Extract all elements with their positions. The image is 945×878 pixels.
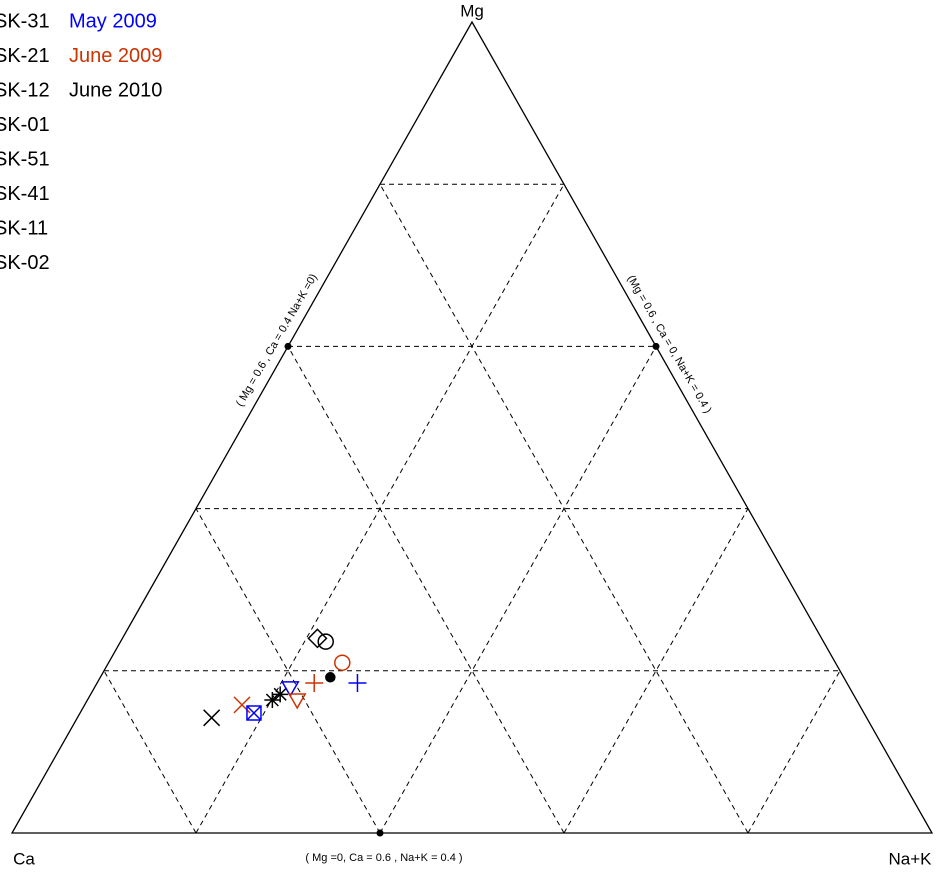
triangle-edge <box>10 20 934 834</box>
reference-label: (Mg = 0.6 , Ca = 0, Na+K = 0.4 ) <box>625 273 714 415</box>
legend-site: SK-01 <box>0 114 50 136</box>
data-point <box>325 672 336 683</box>
legend-site: SK-41 <box>0 183 50 205</box>
legend-site: SK-12 <box>0 79 50 101</box>
vertex-label-left: Ca <box>13 849 35 868</box>
data-point <box>264 691 281 708</box>
data-point <box>203 709 221 727</box>
reference-label: ( Mg =0, Ca = 0.6 , Na+K = 0.4 ) <box>305 852 462 864</box>
data-point <box>334 654 351 671</box>
legend-site: SK-11 <box>0 217 48 239</box>
legend-site: SK-02 <box>0 252 50 274</box>
grid-line <box>563 508 749 834</box>
legend-site: SK-31 <box>0 10 50 32</box>
data-point <box>287 693 307 710</box>
data-point <box>317 633 334 650</box>
data-point <box>272 686 289 703</box>
vertex-label-right: Na+K <box>889 849 933 868</box>
reference-label: ( Mg = 0.6 , Ca = 0.4 Na+K =0) <box>234 272 320 409</box>
legend-date: May 2009 <box>69 10 157 32</box>
grid-line <box>747 670 841 834</box>
data-point <box>281 681 300 698</box>
legend-date: June 2010 <box>69 79 162 101</box>
reference-point <box>376 829 384 837</box>
legend-site: SK-51 <box>0 148 50 170</box>
data-point <box>307 628 328 649</box>
grid-line <box>379 346 657 834</box>
data-point <box>246 705 262 721</box>
reference-point <box>652 342 660 350</box>
grid-line <box>103 670 197 834</box>
grid-line <box>195 508 381 834</box>
legend-date: June 2009 <box>69 45 162 67</box>
legend-site: SK-21 <box>0 45 50 67</box>
grid-line <box>287 346 565 834</box>
data-point <box>348 673 367 692</box>
vertex-label-top: Mg <box>460 1 484 20</box>
data-point <box>305 673 324 692</box>
reference-point <box>284 342 292 350</box>
